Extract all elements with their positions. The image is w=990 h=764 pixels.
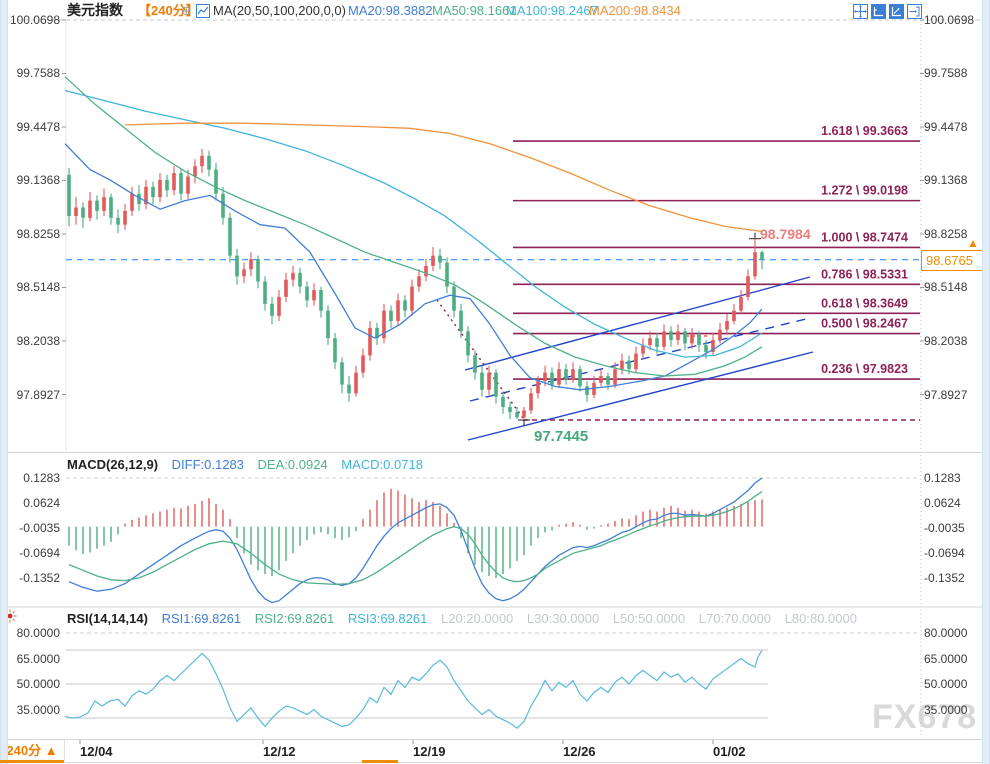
macd-diff-value: DIFF:0.1283 [171,457,244,472]
axis-label: 0.1283 [924,471,961,485]
axis-label: 65.0000 [16,651,60,666]
ma50-value: MA50:98.1661 [432,3,517,18]
rsi-l20-label: L20:20.0000 [440,611,514,626]
add-indicator-icon[interactable]: ⊕ [181,3,192,18]
axis-label: 100.0698 [924,13,975,27]
rsi-l70-label: L70:70.0000 [698,611,772,626]
right-edge-strip [982,0,990,764]
axis-label: 35.0000 [924,702,968,717]
axis-label: 99.4478 [16,119,60,134]
ma50-line [64,76,763,377]
watermark: FX678 [872,698,978,736]
ma-lines [64,76,763,391]
axis-label: 80.0000 [924,626,968,640]
axis-label: 80.0000 [16,626,60,640]
axis-label: 99.1368 [924,173,968,188]
ma100-value: MA100:98.2467 [506,3,598,18]
timeframe-label[interactable]: 【240分】 [138,3,199,18]
axis-label: 0.1283 [23,471,60,485]
fib-level-label: 1.618 \ 99.3663 [821,124,908,138]
rsi-l50-label: L50:50.0000 [612,611,686,626]
macd-dea-value: DEA:0.0924 [257,457,328,472]
fib-level-label: 0.786 \ 98.5331 [821,267,908,281]
axis-label: -0.0035 [924,521,965,536]
instrument-title: 美元指数 [67,2,123,18]
date-label: 12/12 [263,744,296,759]
scrollbar-indicator[interactable] [362,760,398,763]
fib-level-label: 1.000 \ 98.7474 [821,230,908,244]
axis-label: 100.0698 [9,13,60,27]
macd-title: MACD(26,12,9) [67,457,159,472]
macd-dea-line [68,491,763,586]
drawings: 1.618 \ 99.3663 1.272 \ 99.0198 1.000 \ 98… [436,124,920,441]
fib-level-label: 0.618 \ 98.3649 [821,296,908,310]
left-edge-strip [0,0,8,764]
price-up-arrow-icon: ▲ [967,236,979,250]
rsi-l30-label: L30:30.0000 [526,611,600,626]
axis-label: 35.0000 [16,702,60,717]
current-price-tag: 98.6765 [921,250,990,271]
rsi-header: RSI(14,14,14) RSI1:69.8261 RSI2:69.8261 … [67,611,867,626]
rsi3-value: RSI3:69.8261 [347,611,428,626]
axis-label: 98.8258 [924,226,968,241]
axis-label: 50.0000 [924,677,968,691]
axis-label: 50.0000 [16,677,60,691]
axis-label: 99.1368 [16,173,60,188]
rsi-line [64,649,763,729]
pan-mode-icon[interactable] [853,4,868,19]
fib-level-label: 1.272 \ 99.0198 [821,184,908,198]
ma-settings-label: MA(20,50,100,200,0,0) [213,3,346,18]
macd-diff-line [68,477,763,604]
ma20-value: MA20:98.3882 [348,3,433,18]
axis-label: -0.0694 [19,546,60,561]
axis-label: -0.1352 [19,571,60,585]
axis-label: 98.2038 [16,333,60,348]
period-selector[interactable]: 240分 ▲ [0,740,65,761]
axis-label: 97.8927 [16,387,60,402]
fib-level-label: 0.236 \ 97.9823 [821,362,908,376]
chart-type-icon[interactable] [196,4,210,23]
axis-label: 98.2038 [924,333,968,348]
low-price-annotation: 97.7445 [534,428,589,445]
ma200-value: MA200:98.8434 [589,3,681,18]
ma200-line [124,122,763,233]
macd-macd-value: MACD:0.0718 [341,457,423,472]
axis-label: 98.8258 [16,226,60,241]
axis-label: -0.0035 [19,521,60,536]
axis-label: 99.7588 [16,66,60,81]
macd-panel [68,477,763,604]
axis-label: 98.5148 [16,280,60,295]
axis-label: 97.8927 [924,387,968,402]
period-underline [0,760,64,763]
axis-label: 65.0000 [924,651,968,666]
ma100-line [64,89,763,358]
axis-label: -0.1352 [924,571,965,585]
axis-label: 98.5148 [924,280,968,295]
axis-label: 0.0624 [924,496,961,510]
rsi-l80-label: L80:80.0000 [784,611,857,626]
axis-label: -0.0694 [924,546,965,561]
axis-label: 99.7588 [924,66,968,81]
rsi1-value: RSI1:69.8261 [161,611,242,626]
macd-header: MACD(26,12,9) DIFF:0.1283 DEA:0.0924 MAC… [67,457,433,472]
date-label: 12/19 [413,744,446,759]
rsi-title: RSI(14,14,14) [67,611,148,626]
axis-scale-icon[interactable] [871,4,886,19]
high-price-annotation: 98.7984 [760,226,811,242]
date-label: 12/26 [563,744,596,759]
axis-label: 99.4478 [924,119,968,134]
date-label: 01/02 [713,744,746,759]
rsi2-value: RSI2:69.8261 [254,611,335,626]
axis-label: 0.0624 [23,496,60,510]
candles [67,148,764,420]
exit-fullscreen-icon[interactable] [907,4,922,19]
auto-scale-icon[interactable] [889,4,904,19]
date-label: 12/04 [80,744,113,759]
fib-level-label: 0.500 \ 98.2467 [821,317,908,331]
